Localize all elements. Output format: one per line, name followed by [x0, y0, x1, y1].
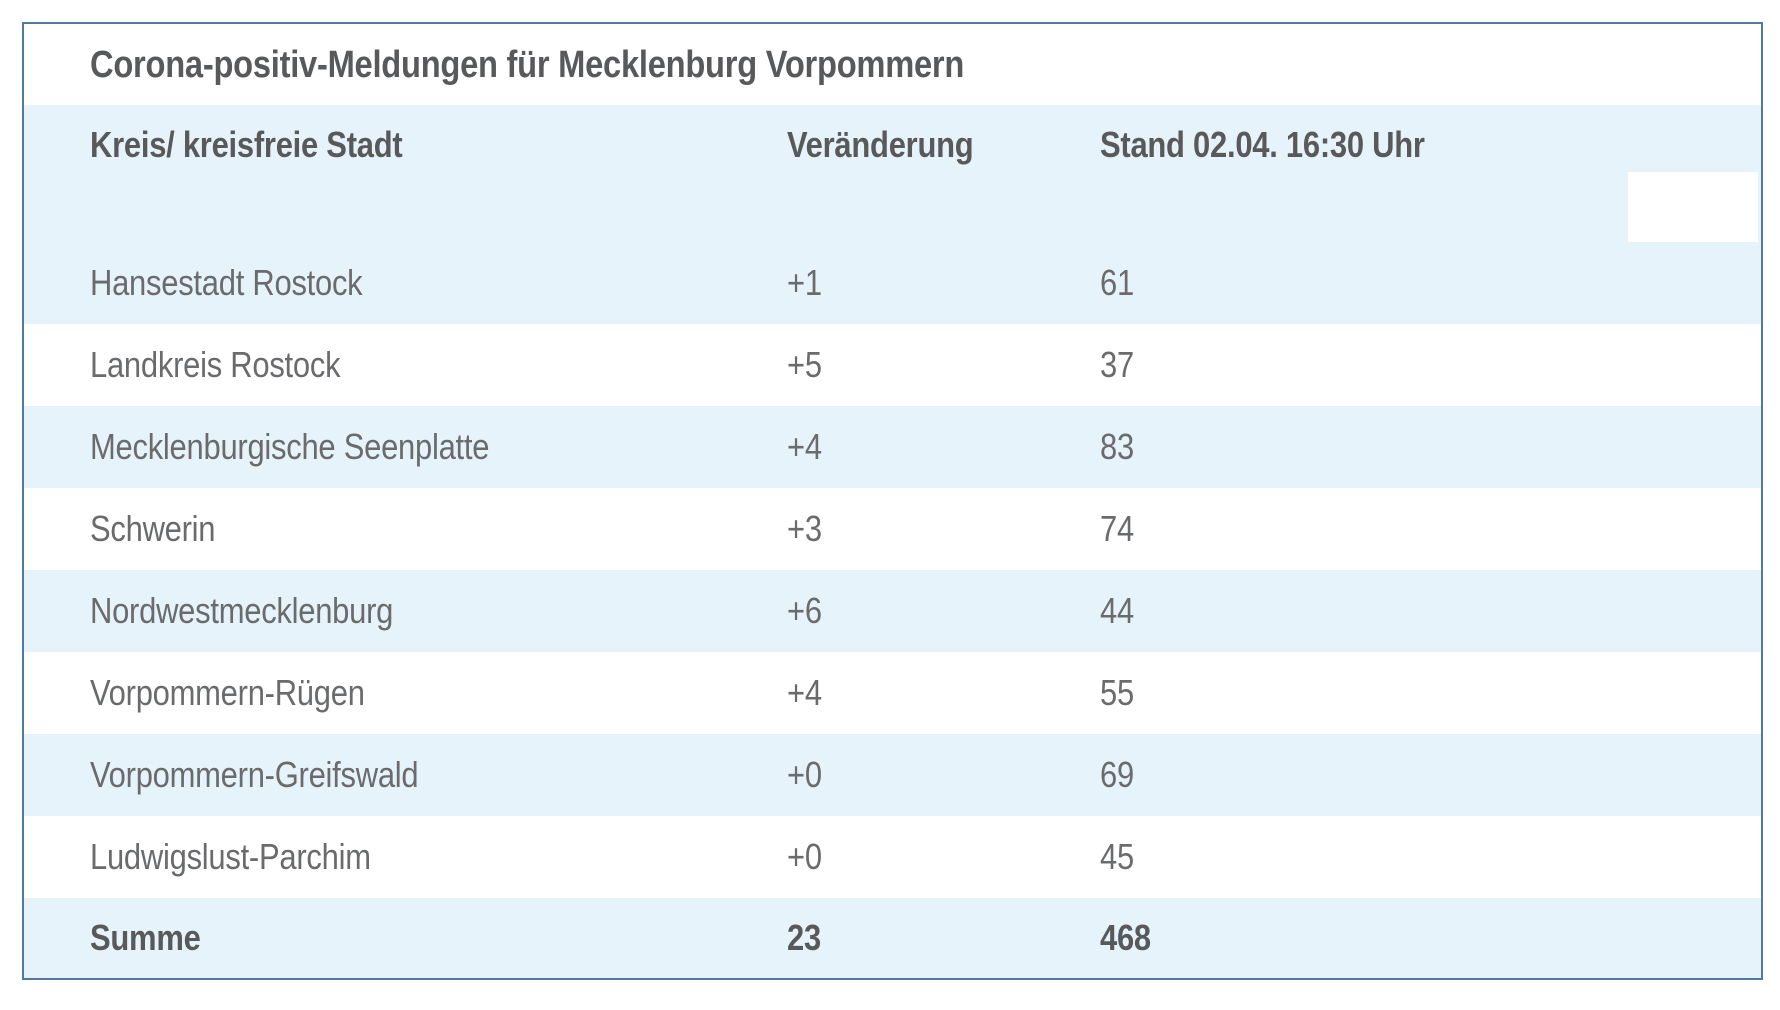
corona-table: Corona-positiv-Meldungen für Mecklenburg… [22, 22, 1763, 980]
cell-veraenderung: +0 [721, 816, 1034, 898]
cell-kreis: Vorpommern-Greifswald [24, 734, 721, 816]
cell-veraenderung: +5 [721, 324, 1034, 406]
summary-label: Summe [90, 917, 201, 958]
cell-veraenderung: +0 [721, 734, 1034, 816]
table-row: Ludwigslust-Parchim +0 45 [24, 816, 1761, 898]
column-header-stand-label: Stand 02.04. 16:30 Uhr [1100, 123, 1425, 165]
cell-veraenderung: 23 [721, 898, 1034, 978]
table-row: Hansestadt Rostock +1 61 [24, 242, 1761, 324]
cell-stand: 45 [1034, 816, 1628, 898]
blank-white-cell [1628, 172, 1758, 242]
cell-kreis: Mecklenburgische Seenplatte [24, 406, 721, 488]
cell-kreis: Schwerin [24, 488, 721, 570]
cell-veraenderung-text: +5 [787, 344, 822, 385]
table-title-row: Corona-positiv-Meldungen für Mecklenburg… [24, 24, 1761, 105]
cell-empty [1628, 324, 1761, 406]
table-summary-row: Summe 23 468 [24, 898, 1761, 978]
cell-kreis-text: Ludwigslust-Parchim [90, 836, 371, 877]
cell-veraenderung-text: +4 [787, 672, 822, 713]
column-header-kreis-label: Kreis/ kreisfreie Stadt [90, 123, 403, 165]
spacer-cell [721, 172, 1034, 242]
cell-kreis: Vorpommern-Rügen [24, 652, 721, 734]
cell-veraenderung: +6 [721, 570, 1034, 652]
cell-empty [1628, 488, 1761, 570]
cell-kreis-text: Schwerin [90, 508, 216, 549]
cell-veraenderung-text: +6 [787, 590, 822, 631]
table-title: Corona-positiv-Meldungen für Mecklenburg… [90, 43, 965, 86]
column-header-empty [1628, 117, 1761, 172]
cell-stand: 69 [1034, 734, 1628, 816]
cell-veraenderung-text: +4 [787, 426, 822, 467]
cell-kreis: Landkreis Rostock [24, 324, 721, 406]
cell-empty [1628, 242, 1761, 324]
cell-stand-text: 74 [1100, 508, 1134, 549]
summary-stand-value: 468 [1100, 917, 1151, 958]
cell-kreis: Ludwigslust-Parchim [24, 816, 721, 898]
cell-veraenderung: +4 [721, 652, 1034, 734]
table-row: Vorpommern-Rügen +4 55 [24, 652, 1761, 734]
cell-stand: 37 [1034, 324, 1628, 406]
cell-stand-text: 69 [1100, 754, 1134, 795]
column-header-veraenderung-label: Veränderung [787, 123, 974, 165]
table-row: Vorpommern-Greifswald +0 69 [24, 734, 1761, 816]
table-row: Nordwestmecklenburg +6 44 [24, 570, 1761, 652]
cell-empty [1628, 652, 1761, 734]
cell-stand: 83 [1034, 406, 1628, 488]
cell-stand-text: 44 [1100, 590, 1134, 631]
cell-empty [1628, 406, 1761, 488]
cell-stand-text: 55 [1100, 672, 1134, 713]
cell-kreis-text: Vorpommern-Rügen [90, 672, 365, 713]
cell-kreis: Summe [24, 898, 721, 978]
column-header-kreis: Kreis/ kreisfreie Stadt [24, 117, 721, 172]
column-header-stand: Stand 02.04. 16:30 Uhr [1034, 117, 1628, 172]
cell-veraenderung-text: +3 [787, 508, 822, 549]
cell-empty [1628, 816, 1761, 898]
cell-stand: 44 [1034, 570, 1628, 652]
table-title-cell: Corona-positiv-Meldungen für Mecklenburg… [24, 24, 1761, 105]
cell-kreis-text: Mecklenburgische Seenplatte [90, 426, 490, 467]
cell-veraenderung: +4 [721, 406, 1034, 488]
cell-stand-text: 45 [1100, 836, 1134, 877]
summary-veraenderung-value: 23 [787, 917, 821, 958]
cell-kreis-text: Landkreis Rostock [90, 344, 341, 385]
cell-stand-text: 61 [1100, 262, 1134, 303]
cell-kreis-text: Vorpommern-Greifswald [90, 754, 419, 795]
spacer-cell-right [1628, 172, 1761, 242]
column-header-veraenderung: Veränderung [721, 117, 1034, 172]
cell-empty [1628, 734, 1761, 816]
cell-stand-text: 37 [1100, 344, 1134, 385]
cell-kreis-text: Hansestadt Rostock [90, 262, 363, 303]
cell-veraenderung-text: +0 [787, 754, 822, 795]
cell-stand: 61 [1034, 242, 1628, 324]
cell-veraenderung-text: +1 [787, 262, 822, 303]
cell-stand-text: 83 [1100, 426, 1134, 467]
cell-empty [1628, 898, 1761, 978]
table-row: Mecklenburgische Seenplatte +4 83 [24, 406, 1761, 488]
cell-stand: 74 [1034, 488, 1628, 570]
cell-kreis-text: Nordwestmecklenburg [90, 590, 394, 631]
cell-veraenderung-text: +0 [787, 836, 822, 877]
cell-veraenderung: +1 [721, 242, 1034, 324]
cell-empty [1628, 570, 1761, 652]
spacer-cell [24, 172, 721, 242]
table-row: Landkreis Rostock +5 37 [24, 324, 1761, 406]
cell-kreis: Nordwestmecklenburg [24, 570, 721, 652]
table-header-row: Kreis/ kreisfreie Stadt Veränderung Stan… [24, 105, 1761, 172]
cell-stand: 55 [1034, 652, 1628, 734]
spacer-cell [1034, 172, 1628, 242]
cell-stand: 468 [1034, 898, 1628, 978]
cell-veraenderung: +3 [721, 488, 1034, 570]
table-spacer-row [24, 172, 1761, 242]
table-row: Schwerin +3 74 [24, 488, 1761, 570]
cell-kreis: Hansestadt Rostock [24, 242, 721, 324]
